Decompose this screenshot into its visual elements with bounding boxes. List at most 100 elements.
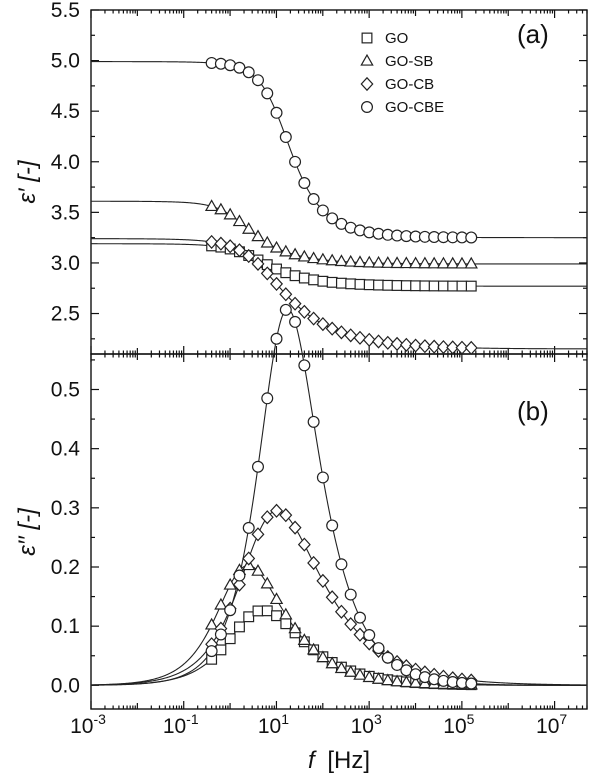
data-point-b-go-cbe	[372, 642, 385, 655]
data-point-b-go-cbe	[205, 645, 218, 658]
y-tick-label-a: 2.5	[51, 303, 80, 326]
data-point-a-go	[326, 276, 338, 288]
data-point-a-go-cbe	[242, 66, 255, 79]
data-point-a-go-cb	[260, 266, 274, 281]
data-point-a-go-cb	[409, 338, 423, 353]
data-point-a-go-sb	[325, 253, 339, 266]
x-axis-unit: [Hz]	[327, 747, 370, 774]
legend-label-go: GO	[385, 30, 408, 47]
data-point-a-go	[465, 280, 477, 292]
data-point-a-go-sb	[427, 256, 441, 269]
data-point-a-go-cb	[455, 340, 469, 355]
data-point-a-go-cb	[390, 336, 404, 352]
data-point-a-go-cb	[288, 296, 302, 311]
legend-marker-go	[361, 32, 373, 44]
data-point-a-go-cb	[418, 339, 432, 354]
data-point-b-go-sb	[214, 597, 228, 610]
data-point-a-go-sb	[344, 254, 358, 267]
y-tick-label-b: 0.4	[51, 438, 81, 461]
data-point-b-go-sb	[381, 673, 395, 686]
data-point-a-go-sb	[445, 256, 460, 269]
data-point-a-go	[382, 279, 394, 291]
data-point-a-go-sb	[269, 240, 284, 253]
data-point-a-go-sb	[316, 252, 330, 265]
data-point-b-go-cbe	[326, 519, 339, 532]
y-tick-label-a: 4.0	[51, 151, 80, 174]
x-tick-base: 10	[351, 715, 374, 738]
data-point-a-go-sb	[371, 255, 386, 268]
data-point-b-go-cb	[353, 627, 367, 642]
data-point-a-go-sb	[204, 199, 219, 212]
data-point-a-go-cb	[399, 337, 413, 352]
x-tick-exponent: 7	[559, 711, 567, 727]
data-point-b-go-cbe	[298, 359, 311, 372]
data-point-b-go-cbe	[316, 471, 329, 484]
data-point-a-go-sb	[399, 256, 414, 269]
data-point-a-go-sb	[362, 255, 376, 268]
y-axis-title-b: ε′′ [-]	[14, 507, 41, 556]
legend-marker-go-sb	[360, 53, 374, 66]
data-point-b-go	[224, 633, 236, 645]
data-point-b-go-cbe	[214, 628, 227, 641]
data-point-b-go-cbe	[251, 460, 264, 473]
data-point-b-go-cbe	[224, 604, 237, 617]
markers-a	[204, 56, 478, 356]
y-tick-label-b: 0.1	[51, 615, 80, 638]
data-point-a-go	[354, 278, 366, 290]
data-point-a-go	[308, 274, 320, 286]
data-point-a-go-cbe	[251, 74, 264, 87]
data-point-b-go-cb	[316, 573, 330, 588]
data-point-a-go-sb	[223, 207, 237, 220]
data-point-a-go-cb	[353, 330, 367, 345]
data-point-a-go-cb	[344, 328, 358, 343]
data-point-a-go-cbe	[465, 231, 478, 244]
data-point-a-go-sb	[288, 247, 302, 260]
data-point-a-go-cbe	[298, 177, 311, 190]
data-point-b-go-cb	[232, 577, 246, 592]
data-point-a-go	[280, 267, 292, 279]
x-tick-exponent: 1	[281, 711, 289, 727]
y-tick-label-a: 3.5	[51, 201, 80, 224]
data-point-b-go-sb	[297, 633, 312, 645]
data-point-a-go-cb	[381, 335, 395, 350]
data-point-a-go-sb	[242, 222, 256, 234]
data-point-b-go-cbe	[279, 303, 292, 316]
data-point-b-go-sb	[306, 642, 321, 655]
data-point-b-go-cbe	[307, 415, 320, 428]
data-point-a-go-cbe	[279, 131, 292, 144]
axis-ticks	[90, 9, 588, 709]
data-point-a-go	[400, 280, 412, 292]
markers-b	[204, 303, 478, 691]
x-tick-label: 105	[443, 711, 474, 738]
data-point-a-go-sb	[455, 256, 469, 269]
panel-label-b: (b)	[517, 396, 549, 426]
data-point-a-go	[410, 280, 422, 292]
data-point-a-go-sb	[408, 256, 423, 269]
legend-label-go-cbe: GO-CBE	[385, 99, 444, 116]
data-point-b-go-sb	[251, 563, 265, 576]
y-tick-label-a: 4.5	[51, 100, 80, 123]
x-tick-base: 10	[70, 715, 93, 738]
data-point-a-go-cb	[325, 321, 339, 336]
data-point-b-go-cb	[279, 508, 293, 523]
data-point-a-go	[317, 275, 329, 287]
data-point-b-go-cb	[307, 555, 321, 571]
data-point-b-go-cbe	[289, 315, 302, 328]
data-point-b-go-cbe	[353, 611, 366, 624]
data-point-b-go-sb	[279, 607, 293, 620]
data-point-a-go-cb	[251, 256, 265, 271]
data-point-b-go-sb	[204, 617, 219, 630]
data-point-a-go-cb	[334, 325, 348, 340]
data-point-a-go-cb	[427, 339, 441, 354]
data-point-b-go	[252, 605, 264, 617]
data-point-a-go-cb	[436, 339, 450, 355]
data-point-b-go-cb	[297, 537, 311, 552]
legend-label-go-cb: GO-CB	[385, 76, 434, 93]
data-point-a-go-cb	[223, 239, 237, 254]
data-point-a-go-sb	[306, 251, 321, 264]
x-tick-exponent: 5	[467, 711, 475, 727]
data-point-b-go-cbe	[344, 588, 357, 601]
data-point-b-go-cb	[288, 520, 302, 535]
x-axis-title: f [Hz]	[308, 747, 370, 774]
